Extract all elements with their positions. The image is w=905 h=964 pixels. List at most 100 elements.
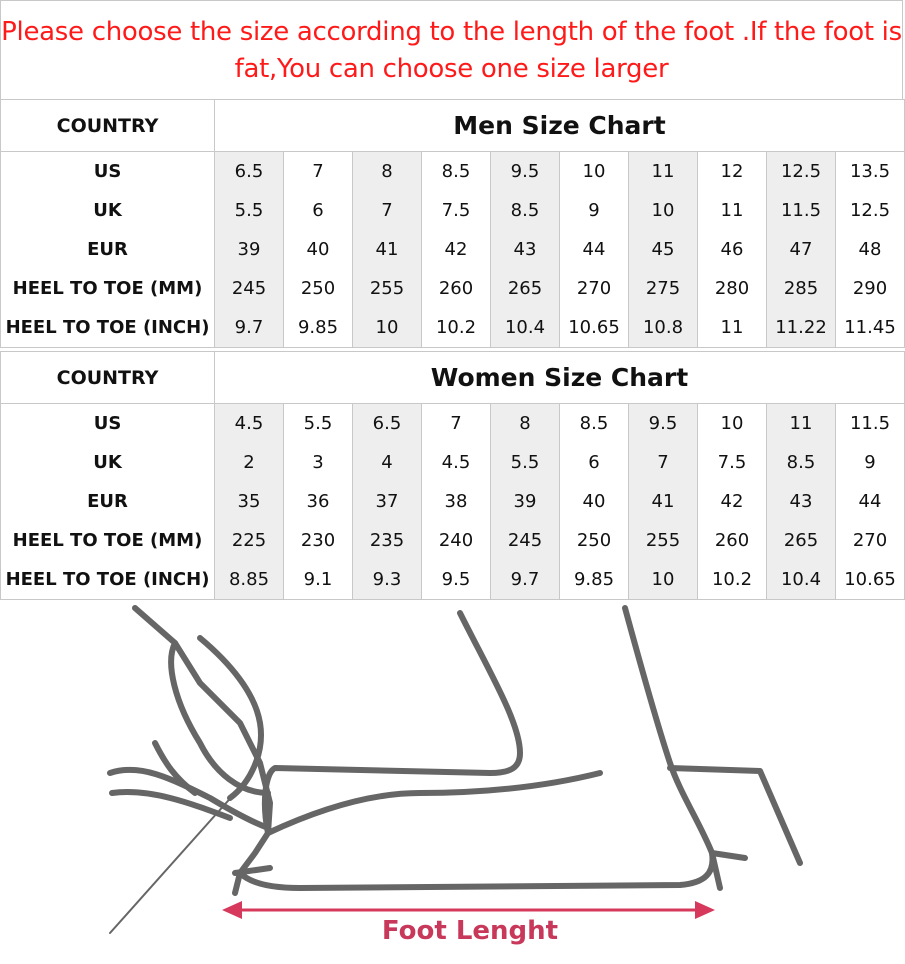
- size-cell: 7: [283, 151, 353, 191]
- size-cell: 37: [352, 482, 422, 521]
- size-cell: 38: [421, 482, 491, 521]
- row-label: HEEL TO TOE (MM): [0, 521, 215, 560]
- size-cell: 39: [490, 482, 560, 521]
- size-cell: 11.5: [766, 191, 836, 230]
- size-cell: 255: [352, 269, 422, 308]
- size-cell: 6.5: [352, 403, 422, 443]
- size-cell: 44: [559, 230, 629, 269]
- size-cell: 7: [628, 443, 698, 482]
- size-cell: 43: [490, 230, 560, 269]
- size-cell: 8: [352, 151, 422, 191]
- size-cell: 39: [214, 230, 284, 269]
- size-cell: 11: [697, 308, 767, 348]
- size-cell: 10: [352, 308, 422, 348]
- size-cell: 11: [766, 403, 836, 443]
- row-label: UK: [0, 191, 215, 230]
- header-row: COUNTRY Women Size Chart: [0, 351, 905, 404]
- size-cell: 9.7: [214, 308, 284, 348]
- size-cell: 11.45: [835, 308, 905, 348]
- size-cell: 35: [214, 482, 284, 521]
- table-row: EUR 39 40 41 42 43 44 45 46 47 48: [0, 230, 905, 269]
- country-header: COUNTRY: [0, 351, 215, 404]
- size-cell: 11: [628, 151, 698, 191]
- size-cell: 8: [490, 403, 560, 443]
- size-cell: 10.65: [559, 308, 629, 348]
- foot-sketch-icon: Foot Lenght: [107, 605, 803, 946]
- size-cell: 43: [766, 482, 836, 521]
- size-cell: 9.1: [283, 560, 353, 600]
- size-cell: 12.5: [835, 191, 905, 230]
- size-cell: 9: [559, 191, 629, 230]
- size-cell: 7: [352, 191, 422, 230]
- size-cell: 5.5: [214, 191, 284, 230]
- size-cell: 250: [283, 269, 353, 308]
- size-cell: 12.5: [766, 151, 836, 191]
- size-cell: 10: [628, 191, 698, 230]
- size-cell: 11.22: [766, 308, 836, 348]
- size-notice: Please choose the size according to the …: [0, 0, 903, 99]
- size-cell: 10.65: [835, 560, 905, 600]
- size-cell: 42: [421, 230, 491, 269]
- size-cell: 7.5: [697, 443, 767, 482]
- size-cell: 10.4: [766, 560, 836, 600]
- size-cell: 8.5: [421, 151, 491, 191]
- size-cell: 11: [697, 191, 767, 230]
- size-cell: 6: [559, 443, 629, 482]
- women-size-table: COUNTRY Women Size Chart US 4.5 5.5 6.5 7 8 8.5 9…: [0, 351, 905, 600]
- size-cell: 12: [697, 151, 767, 191]
- size-cell: 9.5: [490, 151, 560, 191]
- size-cell: 41: [628, 482, 698, 521]
- size-cell: 8.5: [559, 403, 629, 443]
- size-cell: 11.5: [835, 403, 905, 443]
- size-cell: 5.5: [283, 403, 353, 443]
- size-cell: 270: [835, 521, 905, 560]
- table-row: US 4.5 5.5 6.5 7 8 8.5 9.5 10 11 11.5: [0, 403, 905, 443]
- size-cell: 4: [352, 443, 422, 482]
- size-cell: 42: [697, 482, 767, 521]
- size-cell: 9.5: [628, 403, 698, 443]
- size-cell: 265: [766, 521, 836, 560]
- size-cell: 260: [697, 521, 767, 560]
- size-cell: 5.5: [490, 443, 560, 482]
- country-header: COUNTRY: [0, 99, 215, 152]
- foot-measure-illustration: Foot Lenght: [0, 603, 905, 960]
- row-label: EUR: [0, 482, 215, 521]
- table-row: US 6.5 7 8 8.5 9.5 10 11 12 12.5 13.5: [0, 151, 905, 191]
- size-cell: 250: [559, 521, 629, 560]
- table-row: HEEL TO TOE (INCH) 9.7 9.85 10 10.2 10.4 10.65…: [0, 308, 905, 348]
- size-cell: 6.5: [214, 151, 284, 191]
- size-cell: 225: [214, 521, 284, 560]
- size-cell: 10.2: [697, 560, 767, 600]
- size-cell: 255: [628, 521, 698, 560]
- size-cell: 9.3: [352, 560, 422, 600]
- size-cell: 41: [352, 230, 422, 269]
- size-cell: 9: [835, 443, 905, 482]
- size-cell: 9.85: [559, 560, 629, 600]
- size-cell: 40: [283, 230, 353, 269]
- size-cell: 9.5: [421, 560, 491, 600]
- size-cell: 13.5: [835, 151, 905, 191]
- size-cell: 3: [283, 443, 353, 482]
- size-cell: 2: [214, 443, 284, 482]
- size-cell: 260: [421, 269, 491, 308]
- table-row: HEEL TO TOE (MM) 225 230 235 240 245 250 255 260…: [0, 521, 905, 560]
- size-cell: 270: [559, 269, 629, 308]
- row-label: HEEL TO TOE (INCH): [0, 560, 215, 600]
- row-label: HEEL TO TOE (INCH): [0, 308, 215, 348]
- size-cell: 4.5: [421, 443, 491, 482]
- size-cell: 7: [421, 403, 491, 443]
- size-cell: 7.5: [421, 191, 491, 230]
- size-cell: 290: [835, 269, 905, 308]
- size-cell: 10.4: [490, 308, 560, 348]
- size-cell: 245: [214, 269, 284, 308]
- chart-title: Women Size Chart: [214, 351, 905, 404]
- size-cell: 10: [697, 403, 767, 443]
- size-cell: 10.8: [628, 308, 698, 348]
- row-label: EUR: [0, 230, 215, 269]
- size-cell: 275: [628, 269, 698, 308]
- size-cell: 8.5: [766, 443, 836, 482]
- table-row: UK 5.5 6 7 7.5 8.5 9 10 11 11.5 12.5: [0, 191, 905, 230]
- foot-length-caption: Foot Lenght: [382, 916, 558, 946]
- size-cell: 8.85: [214, 560, 284, 600]
- size-cell: 9.7: [490, 560, 560, 600]
